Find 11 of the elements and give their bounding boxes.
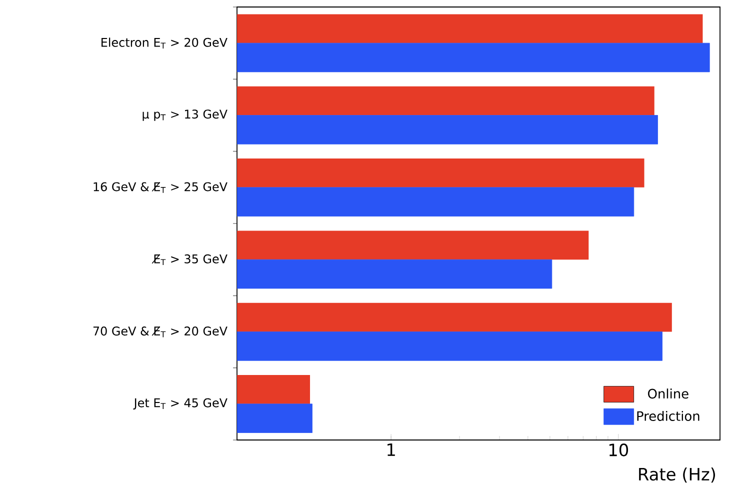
y-tick-label: E̸$_{T}$ > 35 GeV [152, 254, 228, 266]
x-tick-label: 1 [388, 444, 395, 456]
y-tick-label: Electron E$_{T}$ > 20 GeV [102, 38, 228, 49]
x-axis-title: Rate (Hz) [639, 468, 716, 483]
x-tick-label: 10 [609, 444, 628, 456]
legend-label: Online [648, 388, 688, 399]
y-tick-label: Jet E$_{T}$ > 45 GeV [133, 398, 228, 410]
y-tick-label: 16 GeV & E̸$_{T}$ > 25 GeV [94, 182, 228, 193]
y-tick-label: μ p$_{T}$ > 13 GeV [142, 110, 228, 121]
legend-label: Prediction [637, 410, 700, 421]
y-tick-label: 70 GeV & E̸$_{T}$ > 20 GeV [93, 326, 228, 338]
